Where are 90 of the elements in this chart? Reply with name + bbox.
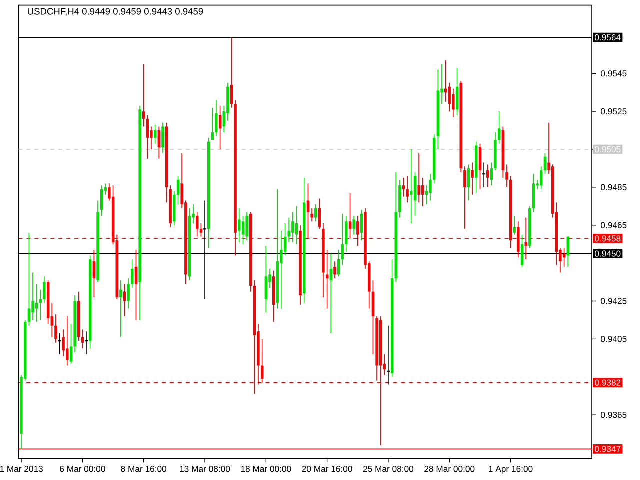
candlestick (288, 217, 290, 243)
ref-line-label: 0.9347 (595, 446, 621, 452)
candlestick (238, 208, 241, 243)
candlestick (154, 124, 157, 144)
candlestick (215, 100, 218, 137)
candlestick (131, 259, 134, 288)
candlestick (448, 82, 451, 112)
candlestick (62, 329, 65, 357)
candlestick (146, 114, 150, 160)
candlestick (471, 162, 474, 196)
candlestick (490, 162, 494, 186)
x-tick-label: 20 Mar 16:00 (302, 466, 352, 472)
ref-line-label: 0.9458 (595, 236, 621, 242)
candlestick (35, 284, 38, 322)
x-tick-label: 25 Mar 08:00 (363, 466, 414, 472)
candlestick (318, 198, 322, 230)
candlestick (158, 126, 160, 160)
y-tick-label: 0.9525 (601, 108, 627, 115)
candlestick (120, 280, 122, 338)
y-tick-label: 0.9405 (601, 336, 627, 342)
candlestick (32, 272, 34, 321)
candlestick (127, 278, 130, 310)
candlestick (81, 329, 84, 350)
y-tick-label: 0.9545 (601, 70, 627, 77)
x-tick-label: 1 Apr 16:00 (489, 466, 533, 474)
candlestick (544, 152, 547, 175)
ref-line-label: 0.9382 (595, 380, 621, 386)
candlestick (452, 88, 455, 118)
x-tick-label: 13 Mar 08:00 (180, 466, 230, 472)
candlestick (360, 210, 364, 241)
candlestick (337, 250, 340, 277)
candlestick (58, 333, 62, 355)
candlestick (211, 107, 214, 140)
candlestick (540, 166, 543, 190)
candlestick (142, 64, 146, 128)
candlestick (134, 250, 138, 321)
candlestick (429, 174, 432, 202)
candlestick (43, 276, 46, 304)
candlestick (314, 204, 318, 222)
ref-line-label: 0.9450 (595, 250, 621, 257)
candlestick (230, 37, 234, 108)
candlestick (422, 178, 424, 207)
x-tick-label: 1 Mar 2013 (0, 466, 43, 472)
candlestick (486, 164, 490, 188)
candlestick (406, 176, 409, 203)
candlestick (464, 166, 466, 230)
candlestick (352, 215, 356, 236)
candlestick (513, 215, 516, 236)
candlestick (310, 208, 314, 222)
candlestick (341, 214, 344, 266)
candlestick (295, 206, 298, 245)
candlestick (292, 212, 294, 243)
candlestick (246, 212, 248, 241)
x-tick-label: 6 Mar 00:00 (60, 466, 106, 472)
y-tick-label: 0.9485 (601, 184, 627, 190)
candlestick (418, 152, 420, 203)
candlestick (326, 250, 329, 310)
candlestick (162, 122, 164, 154)
candlestick (100, 185, 104, 216)
y-tick-label: 0.9365 (601, 412, 627, 418)
candlestick (242, 215, 245, 245)
candlestick (66, 316, 69, 366)
ref-line-label: 0.9564 (595, 34, 621, 41)
candlestick (92, 250, 96, 298)
candlestick (566, 236, 570, 268)
candlestick (402, 178, 406, 198)
y-tick-label: 0.9425 (601, 298, 627, 304)
candlestick (176, 176, 180, 205)
candlestick (520, 234, 524, 268)
candlestick (54, 314, 58, 344)
candlestick (506, 164, 508, 188)
x-tick-label: 28 Mar 00:00 (424, 466, 475, 472)
candlestick (410, 149, 413, 224)
candlestick (345, 215, 348, 252)
candlestick (218, 105, 222, 150)
x-tick-label: 8 Mar 16:00 (121, 466, 167, 472)
chart-title: USDCHF,H4 0.9449 0.9459 0.9443 0.9459 (28, 8, 204, 16)
candlestick (478, 143, 482, 190)
candlestick (498, 111, 501, 144)
candlestick (70, 324, 73, 364)
candlestick (334, 261, 336, 279)
y-tick-label: 0.9465 (601, 222, 627, 228)
candlestick (280, 230, 283, 310)
candlestick (264, 246, 268, 314)
candlestick (467, 164, 470, 202)
x-tick-label: 18 Mar 00:00 (241, 466, 292, 472)
candlestick (28, 232, 31, 326)
candlestick (330, 253, 332, 334)
candlestick (200, 223, 203, 238)
candlestick (456, 68, 459, 116)
